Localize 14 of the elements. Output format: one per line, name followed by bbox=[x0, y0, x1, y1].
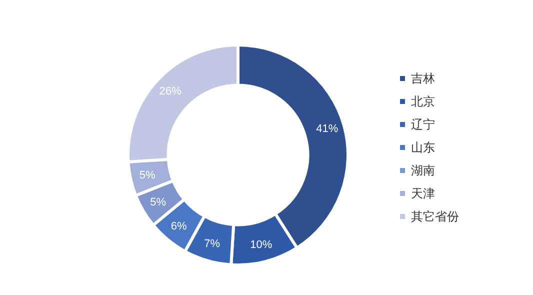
data-label: 7% bbox=[204, 238, 220, 250]
legend-label: 山东 bbox=[411, 140, 435, 154]
data-label: 6% bbox=[170, 220, 187, 233]
data-label: 5% bbox=[139, 169, 156, 182]
legend-label: 天津 bbox=[411, 186, 435, 200]
data-label: 26% bbox=[159, 85, 182, 98]
data-label: 10% bbox=[250, 238, 272, 251]
data-label: 5% bbox=[150, 196, 166, 208]
legend-label: 北京 bbox=[411, 94, 435, 108]
legend-label: 吉林 bbox=[411, 72, 435, 86]
legend-label: 湖南 bbox=[411, 164, 435, 178]
legend-label: 其它省份 bbox=[411, 210, 459, 224]
legend-label: 辽宁 bbox=[411, 118, 435, 132]
data-label: 41% bbox=[316, 123, 338, 136]
